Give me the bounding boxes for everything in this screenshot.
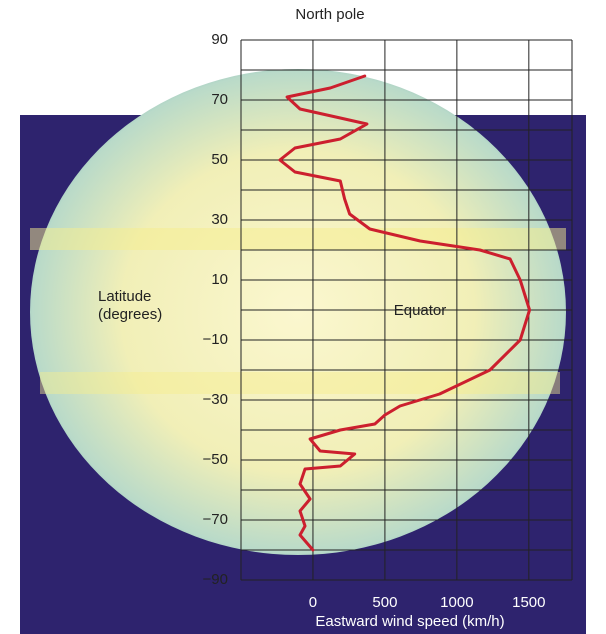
page: North pole Equator Eastward wind speed (…: [0, 0, 606, 634]
chart-title: North pole: [295, 6, 364, 23]
y-tick-label: 70: [211, 91, 228, 108]
y-tick-label: 50: [211, 151, 228, 168]
y-tick-label: −30: [203, 391, 228, 408]
y-tick-label: −70: [203, 511, 228, 528]
x-tick-label: 1500: [512, 594, 545, 611]
y-tick-label: −90: [203, 571, 228, 588]
y-tick-label: 10: [211, 271, 228, 288]
y-tick-label: −50: [203, 451, 228, 468]
chart: North pole Equator Eastward wind speed (…: [0, 0, 606, 634]
x-tick-label: 1000: [440, 594, 473, 611]
x-tick-label: 0: [309, 594, 317, 611]
x-axis-label: Eastward wind speed (km/h): [315, 613, 504, 630]
y-axis-label: Latitude (degrees): [98, 288, 198, 324]
y-tick-label: 30: [211, 211, 228, 228]
x-tick-label: 500: [372, 594, 397, 611]
y-tick-label: −10: [203, 331, 228, 348]
band: [30, 228, 566, 250]
y-tick-label: 90: [211, 31, 228, 48]
